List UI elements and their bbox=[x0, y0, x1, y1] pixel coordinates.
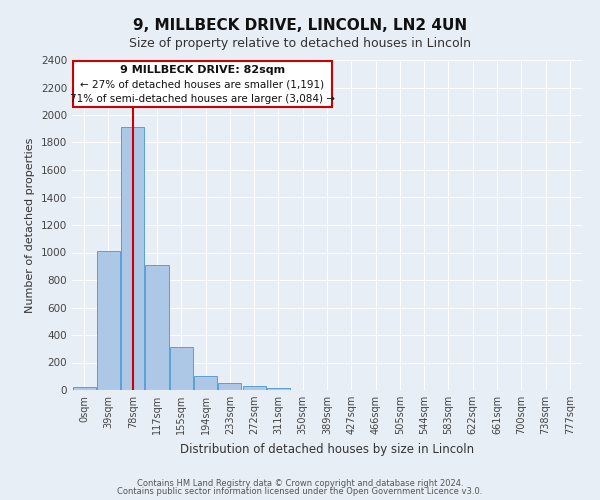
Bar bbox=[121, 128, 144, 390]
Text: 9 MILLBECK DRIVE: 82sqm: 9 MILLBECK DRIVE: 82sqm bbox=[120, 65, 285, 75]
Text: Contains HM Land Registry data © Crown copyright and database right 2024.: Contains HM Land Registry data © Crown c… bbox=[137, 478, 463, 488]
Bar bbox=[267, 388, 290, 390]
Text: 9, MILLBECK DRIVE, LINCOLN, LN2 4UN: 9, MILLBECK DRIVE, LINCOLN, LN2 4UN bbox=[133, 18, 467, 32]
X-axis label: Distribution of detached houses by size in Lincoln: Distribution of detached houses by size … bbox=[180, 442, 474, 456]
Text: ← 27% of detached houses are smaller (1,191): ← 27% of detached houses are smaller (1,… bbox=[80, 79, 325, 89]
Bar bbox=[73, 387, 95, 390]
Bar bbox=[218, 383, 241, 390]
Text: 71% of semi-detached houses are larger (3,084) →: 71% of semi-detached houses are larger (… bbox=[70, 94, 335, 104]
Bar bbox=[145, 265, 169, 390]
Bar bbox=[97, 251, 120, 390]
FancyBboxPatch shape bbox=[73, 60, 332, 108]
Bar bbox=[194, 376, 217, 390]
Text: Size of property relative to detached houses in Lincoln: Size of property relative to detached ho… bbox=[129, 38, 471, 51]
Bar bbox=[170, 346, 193, 390]
Y-axis label: Number of detached properties: Number of detached properties bbox=[25, 138, 35, 312]
Bar bbox=[242, 386, 266, 390]
Text: Contains public sector information licensed under the Open Government Licence v3: Contains public sector information licen… bbox=[118, 487, 482, 496]
